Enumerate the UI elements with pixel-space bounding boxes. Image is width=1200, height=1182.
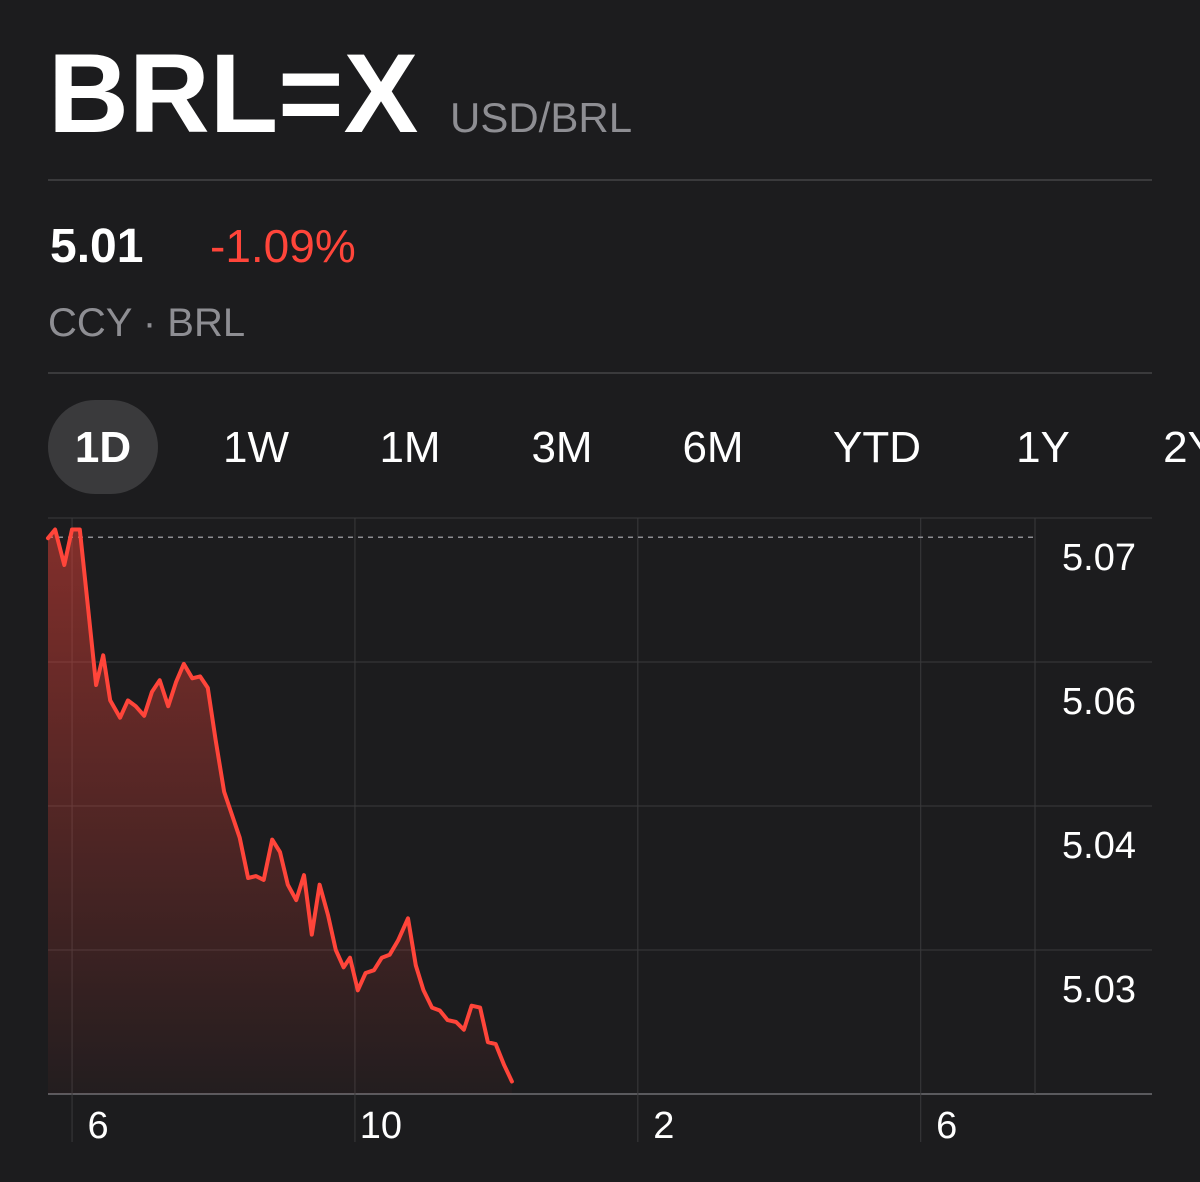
tab-label: 1Y <box>1016 423 1070 472</box>
pair-name: USD/BRL <box>450 94 632 141</box>
x-tick-label: 6 <box>936 1105 957 1147</box>
range-tab[interactable]: 1M <box>379 423 440 472</box>
tab-label: 3M <box>531 423 592 472</box>
y-tick-label: 5.07 <box>1062 537 1136 579</box>
range-tab[interactable]: 1D <box>48 400 158 494</box>
y-tick-label: 5.04 <box>1062 825 1136 867</box>
x-tick-label: 2 <box>653 1105 674 1147</box>
tab-label: 2Y <box>1163 423 1200 472</box>
price: 5.01 <box>50 220 143 273</box>
exchange-info: CCY · BRL <box>48 301 245 345</box>
ticker: BRL=X <box>48 31 418 156</box>
tab-label: 6M <box>682 423 743 472</box>
range-tab[interactable]: 6M <box>682 423 743 472</box>
range-tabs: 1D 1W 1M 3M 6M YTD 1Y 2Y <box>48 400 1200 494</box>
range-tab[interactable]: 2Y <box>1163 423 1200 472</box>
range-tab[interactable]: 1Y <box>1016 423 1070 472</box>
tab-label: 1W <box>223 423 289 472</box>
price-area <box>48 529 512 1094</box>
tab-label: 1D <box>75 423 131 472</box>
x-tick-label: 10 <box>360 1105 402 1147</box>
tab-label: 1M <box>379 423 440 472</box>
tab-highlight <box>48 400 158 494</box>
range-tab[interactable]: 3M <box>531 423 592 472</box>
range-tab[interactable]: YTD <box>833 423 921 472</box>
x-tick-label: 6 <box>87 1105 108 1147</box>
tab-label: YTD <box>833 423 921 472</box>
y-tick-label: 5.03 <box>1062 969 1136 1011</box>
change: -1.09% <box>210 220 356 272</box>
chart: 5.07 5.06 5.04 5.03 6 10 2 6 <box>46 517 1152 1147</box>
y-tick-label: 5.06 <box>1062 681 1136 723</box>
price-line <box>46 527 514 1084</box>
range-tab[interactable]: 1W <box>223 423 289 472</box>
